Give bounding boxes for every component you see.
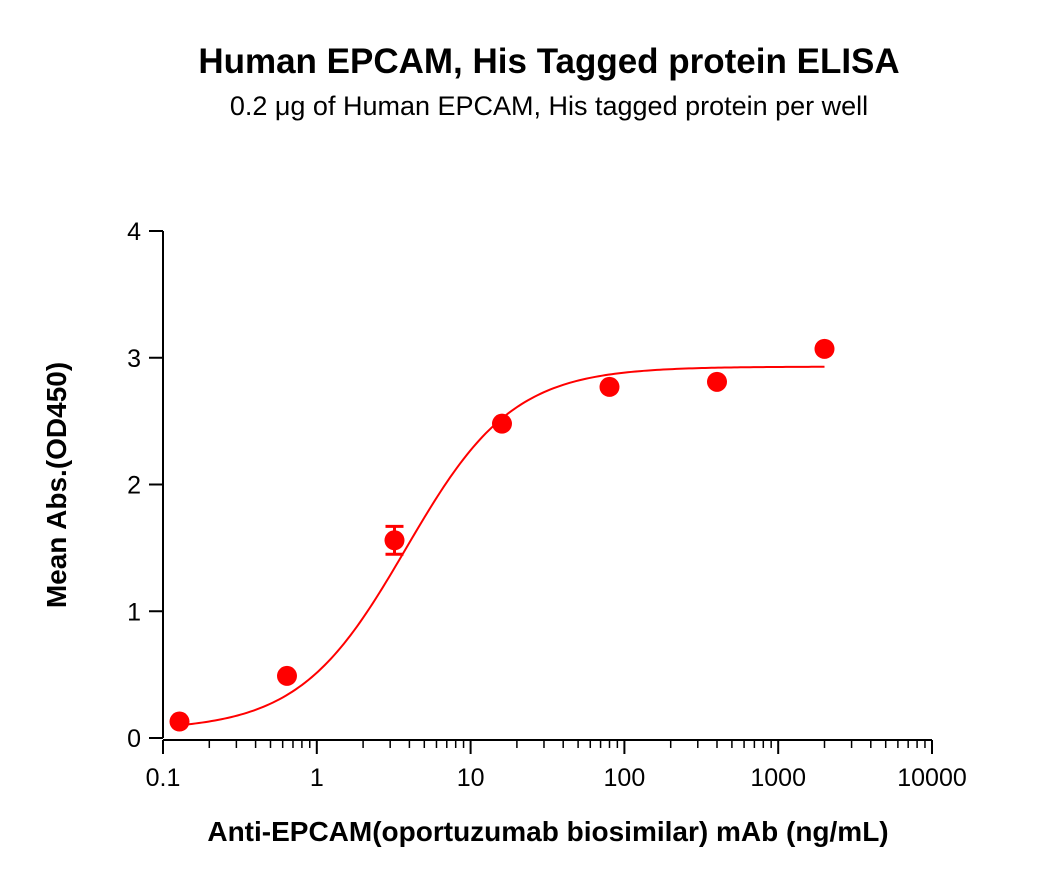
chart-subtitle: 0.2 μg of Human EPCAM, His tagged protei… <box>230 91 868 121</box>
y-axis: 0 1 2 3 4 <box>127 218 164 753</box>
x-axis: 0.1 1 10 100 1000 10000 <box>146 739 967 792</box>
x-tick-label: 0.1 <box>146 764 181 792</box>
data-point <box>599 376 620 397</box>
y-tick-label: 2 <box>127 472 141 500</box>
data-point <box>169 711 190 732</box>
x-tick-label: 1 <box>310 764 324 792</box>
x-tick-label: 100 <box>604 764 646 792</box>
x-tick-label: 10 <box>457 764 485 792</box>
data-point <box>814 338 835 359</box>
x-tick-label: 10000 <box>897 764 967 792</box>
y-axis-label: Mean Abs.(OD450) <box>41 362 72 608</box>
y-tick-label: 1 <box>127 598 141 626</box>
y-tick-label: 0 <box>127 725 141 753</box>
y-tick-label: 4 <box>127 218 141 246</box>
data-point <box>276 665 297 686</box>
data-point <box>491 413 512 434</box>
chart-title: Human EPCAM, His Tagged protein ELISA <box>198 42 899 81</box>
y-tick-label: 3 <box>127 345 141 373</box>
data-point <box>706 371 727 392</box>
data-point <box>384 530 405 551</box>
data-points <box>169 338 835 732</box>
x-axis-label: Anti-EPCAM(oportuzumab biosimilar) mAb (… <box>207 816 888 847</box>
x-tick-label: 1000 <box>750 764 806 792</box>
